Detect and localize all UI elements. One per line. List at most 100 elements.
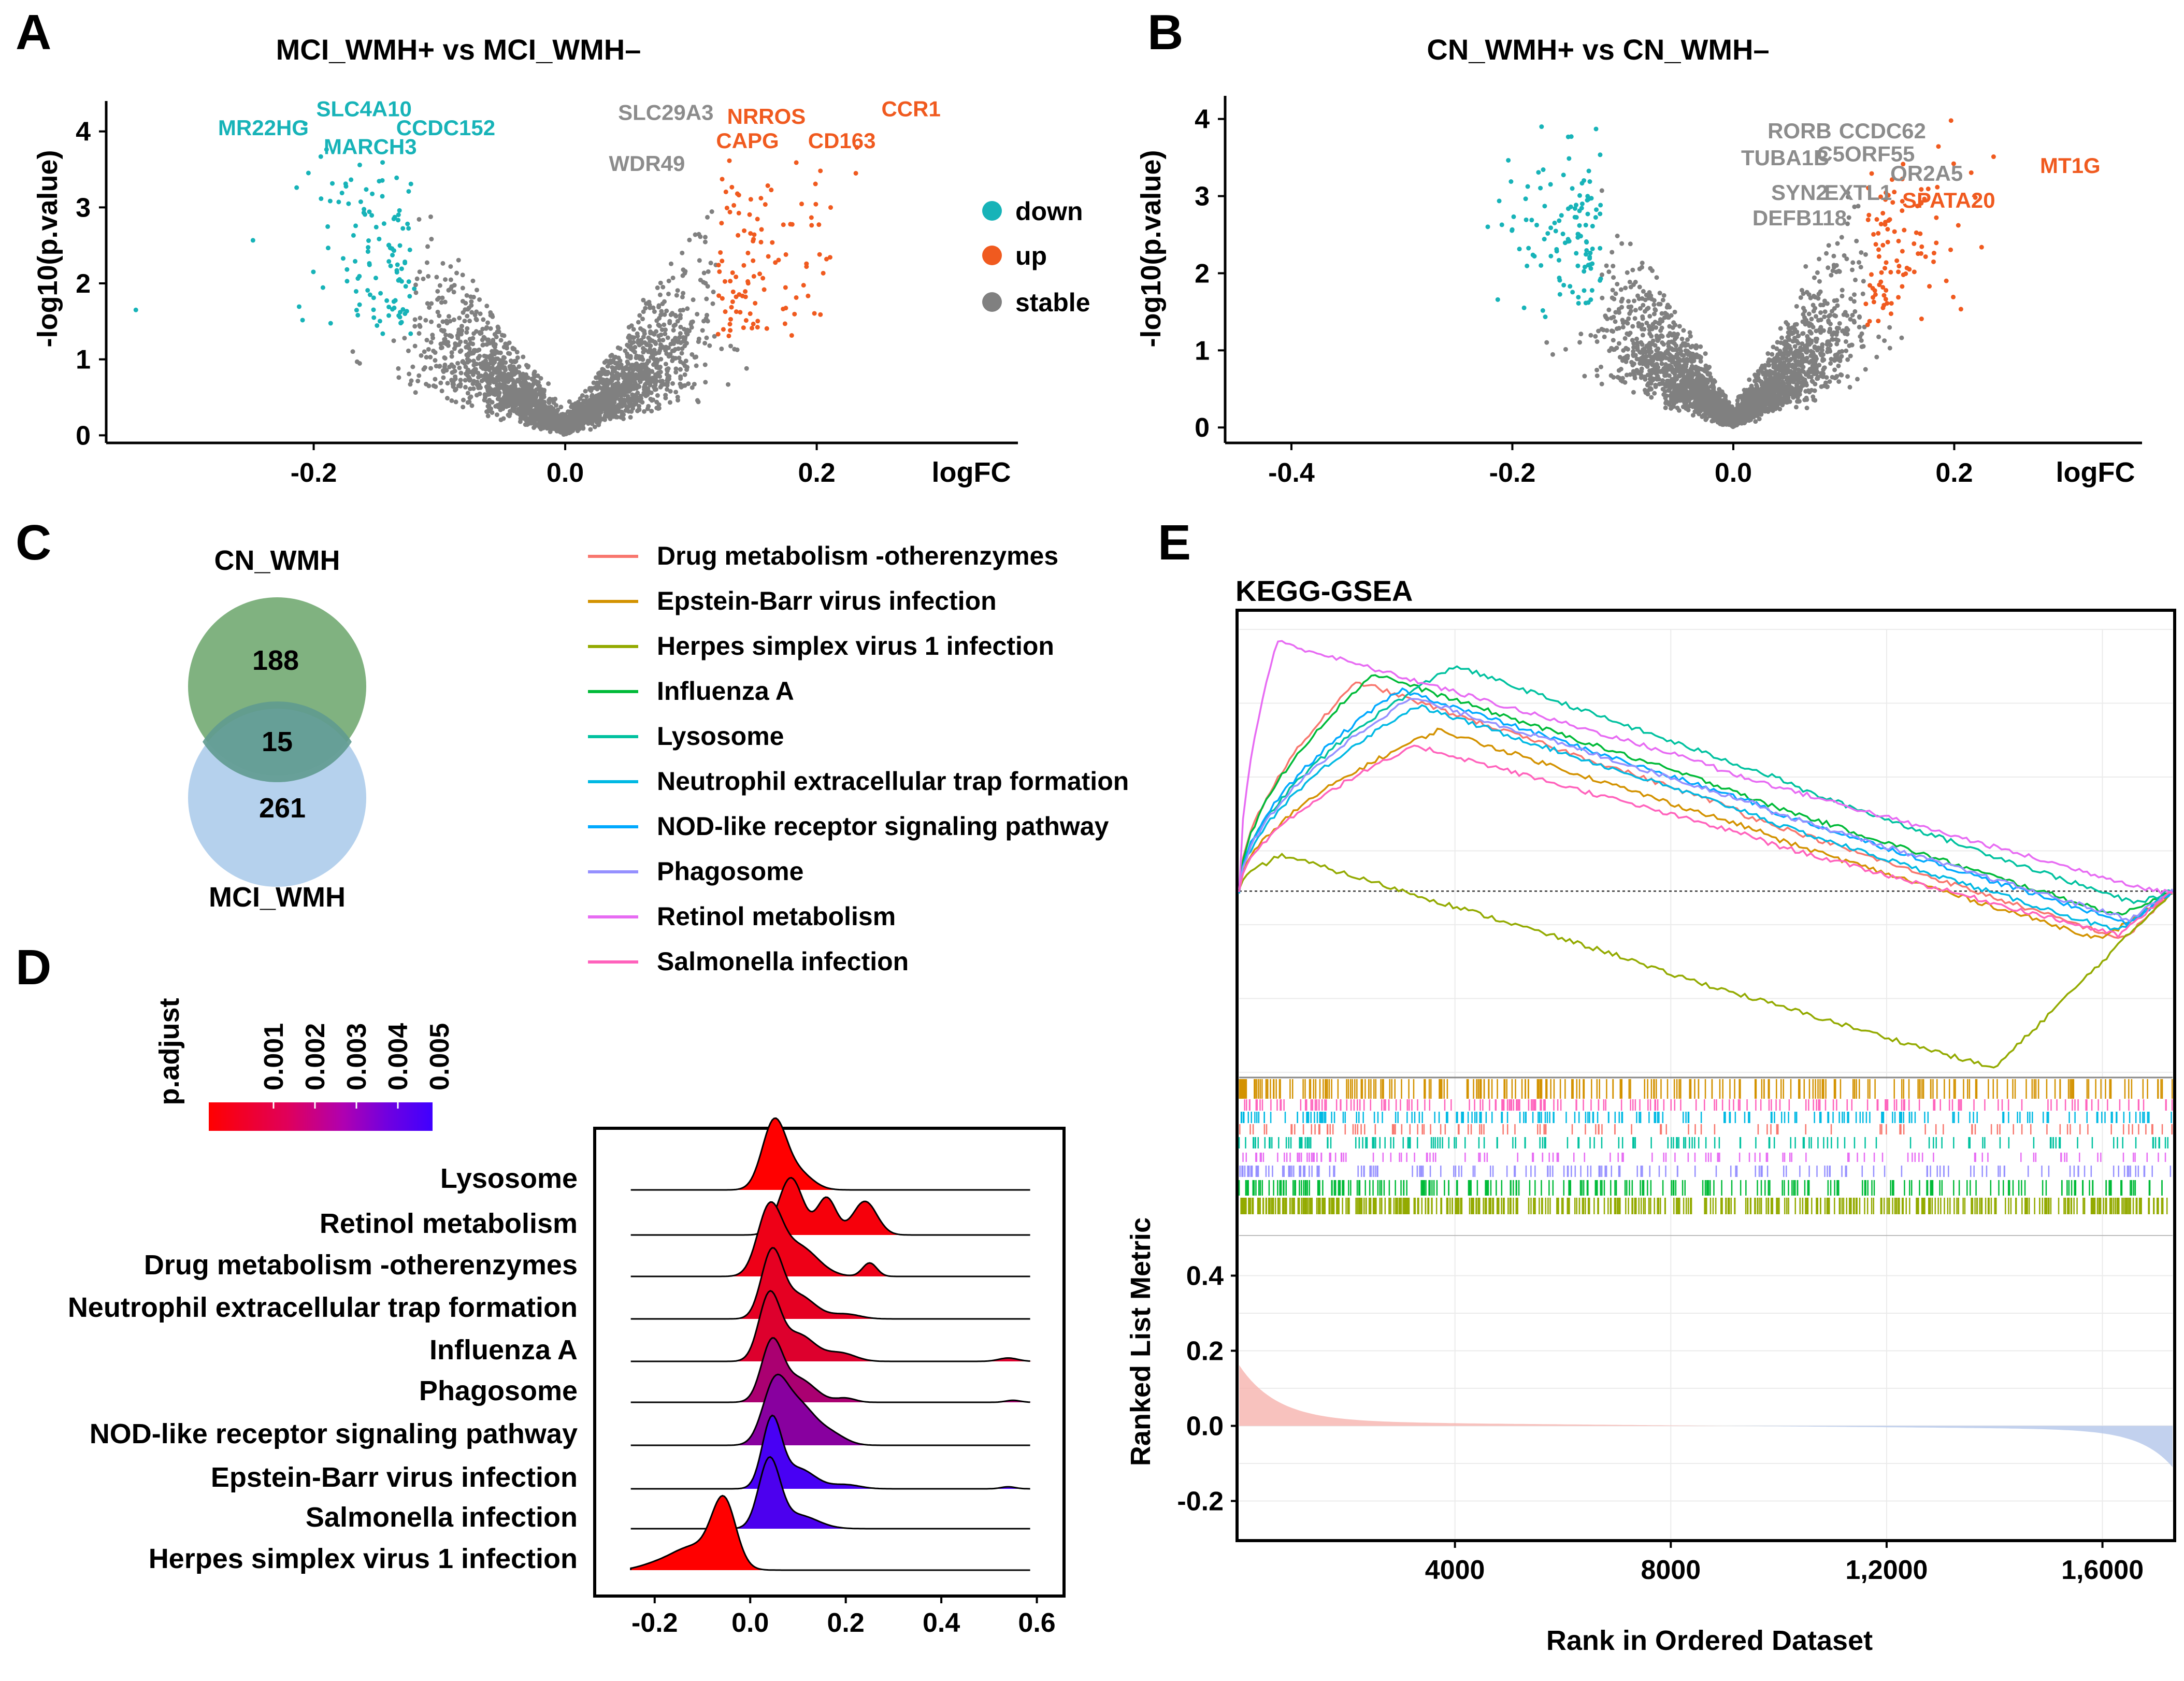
volcano-point bbox=[1654, 275, 1659, 280]
volcano-point bbox=[1653, 307, 1658, 312]
volcano-point bbox=[702, 235, 708, 240]
volcano-point bbox=[1855, 377, 1860, 382]
volcano-point bbox=[365, 288, 370, 293]
volcano-point bbox=[412, 343, 418, 349]
volcano-point bbox=[641, 309, 646, 314]
volcano-point bbox=[548, 419, 553, 424]
volcano-point bbox=[1818, 351, 1823, 356]
volcano-point bbox=[628, 355, 633, 361]
volcano-point bbox=[620, 412, 625, 418]
volcano-point bbox=[755, 217, 760, 222]
volcano-point bbox=[437, 283, 442, 288]
volcano-point bbox=[1614, 346, 1619, 351]
volcano-point bbox=[1685, 372, 1690, 378]
volcano-point bbox=[747, 212, 752, 217]
volcano-point bbox=[1815, 270, 1820, 275]
volcano-point bbox=[367, 262, 372, 267]
volcano-point bbox=[659, 327, 665, 332]
volcano-point bbox=[554, 418, 559, 423]
volcano-point bbox=[735, 347, 740, 352]
volcano-point bbox=[596, 371, 601, 376]
volcano-point bbox=[638, 326, 643, 331]
volcano-point bbox=[1896, 264, 1902, 269]
volcano-point bbox=[1825, 339, 1830, 344]
volcano-point bbox=[343, 181, 348, 186]
volcano-point bbox=[1625, 270, 1630, 275]
volcano-point bbox=[1788, 369, 1793, 374]
volcano-point bbox=[435, 309, 440, 314]
volcano-point bbox=[794, 295, 799, 300]
volcano-point bbox=[456, 327, 462, 332]
volcano-point bbox=[639, 363, 644, 368]
volcano-b-ylabel: -log10(p.value) bbox=[1136, 150, 1167, 347]
volcano-point bbox=[400, 226, 406, 231]
volcano-point bbox=[804, 261, 809, 266]
volcano-point bbox=[446, 343, 451, 348]
volcano-point bbox=[1859, 250, 1864, 255]
volcano-point bbox=[606, 411, 611, 416]
volcano-point bbox=[369, 213, 375, 218]
volcano-point bbox=[550, 397, 555, 402]
volcano-point bbox=[446, 314, 451, 319]
volcano-point bbox=[1793, 405, 1799, 410]
volcano-point bbox=[461, 397, 466, 403]
volcano-point bbox=[651, 305, 656, 310]
volcano-point bbox=[1836, 379, 1842, 384]
volcano-point bbox=[357, 361, 362, 366]
volcano-point bbox=[1598, 246, 1603, 251]
volcano-point bbox=[355, 312, 361, 318]
volcano-point bbox=[1617, 355, 1622, 360]
volcano-point bbox=[552, 424, 557, 429]
volcano-point bbox=[473, 329, 479, 334]
volcano-point bbox=[483, 326, 488, 331]
volcano-point bbox=[617, 346, 623, 351]
volcano-b-xtick-label: -0.2 bbox=[1489, 458, 1536, 488]
volcano-point bbox=[1852, 292, 1857, 297]
volcano-point bbox=[1707, 371, 1713, 376]
volcano-point bbox=[642, 393, 648, 398]
volcano-point bbox=[1670, 358, 1675, 363]
volcano-point bbox=[584, 394, 589, 399]
volcano-point bbox=[532, 424, 537, 429]
volcano-point bbox=[727, 322, 732, 327]
volcano-point bbox=[596, 392, 601, 397]
volcano-point bbox=[1817, 279, 1822, 284]
volcano-point bbox=[1857, 324, 1862, 329]
volcano-point bbox=[416, 217, 422, 222]
volcano-point bbox=[377, 319, 382, 324]
volcano-point bbox=[707, 343, 712, 348]
volcano-point bbox=[666, 291, 671, 296]
volcano-point bbox=[1832, 313, 1837, 318]
volcano-point bbox=[451, 317, 456, 322]
volcano-point bbox=[1620, 324, 1626, 329]
volcano-point bbox=[421, 276, 426, 281]
volcano-point bbox=[1861, 344, 1866, 349]
legend-stable-label: stable bbox=[1015, 288, 1090, 317]
volcano-point bbox=[407, 247, 412, 252]
volcano-point bbox=[1651, 302, 1657, 307]
volcano-point bbox=[664, 372, 669, 377]
volcano-point bbox=[533, 391, 538, 396]
volcano-point bbox=[427, 305, 432, 310]
volcano-point bbox=[621, 375, 626, 380]
volcano-point bbox=[1668, 331, 1673, 336]
volcano-point bbox=[404, 309, 409, 314]
volcano-point bbox=[529, 376, 535, 381]
volcano-point bbox=[726, 382, 731, 387]
volcano-point bbox=[1647, 327, 1652, 333]
volcano-point bbox=[616, 389, 621, 394]
volcano-point bbox=[442, 337, 447, 342]
volcano-point bbox=[1798, 295, 1803, 300]
volcano-point bbox=[458, 370, 464, 376]
volcano-point bbox=[806, 293, 811, 298]
volcano-point bbox=[663, 362, 668, 367]
volcano-point bbox=[1814, 328, 1819, 334]
volcano-point bbox=[1599, 272, 1604, 277]
volcano-point bbox=[1598, 276, 1603, 281]
volcano-point bbox=[365, 249, 370, 254]
volcano-point bbox=[410, 364, 415, 369]
volcano-point bbox=[433, 358, 438, 363]
volcano-point bbox=[396, 375, 401, 380]
volcano-point bbox=[607, 399, 612, 405]
